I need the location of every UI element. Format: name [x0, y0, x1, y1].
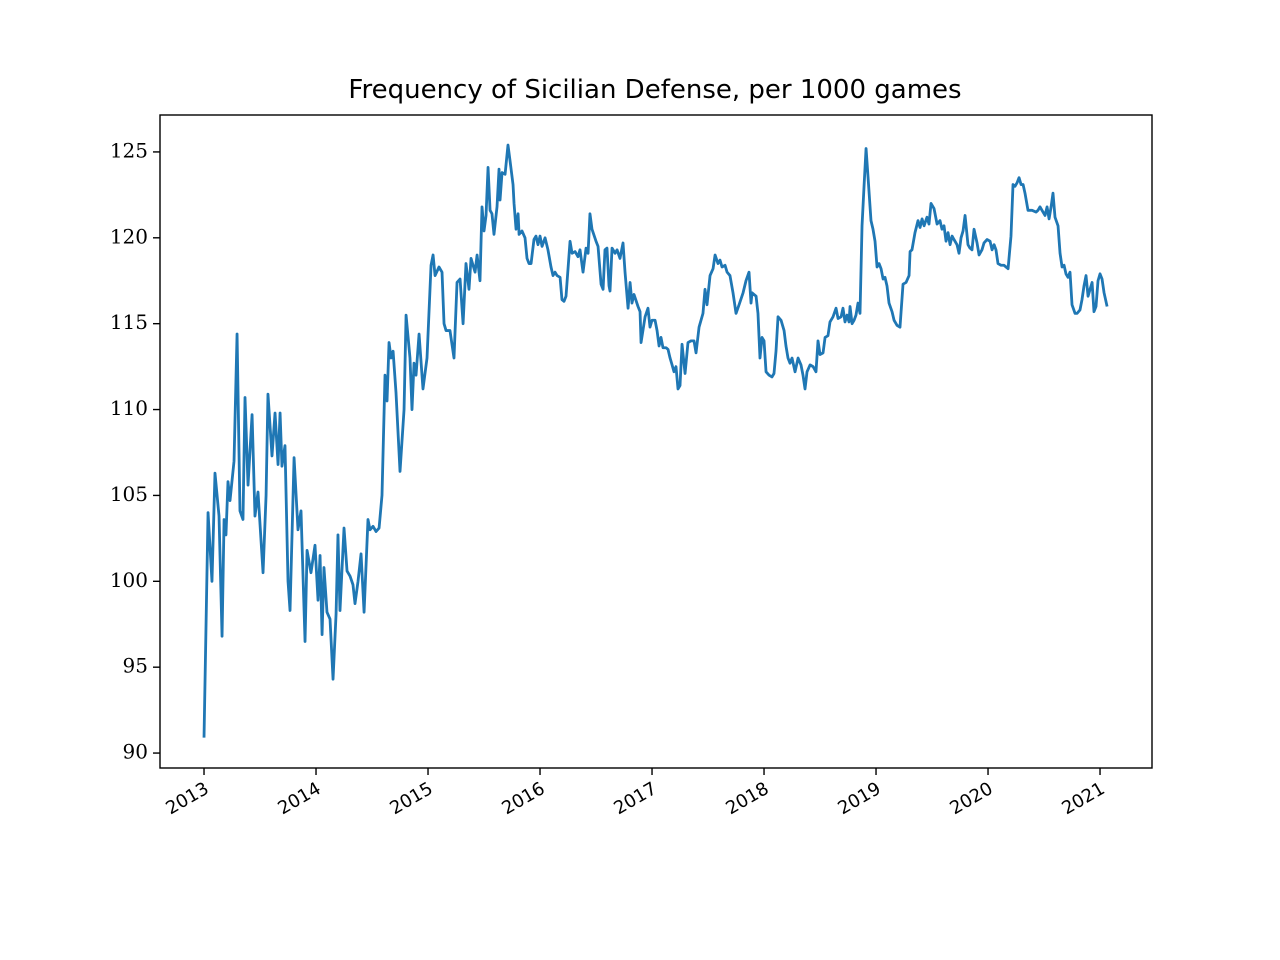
data-line [202, 143, 1109, 738]
y-tick-label: 125 [110, 138, 148, 162]
chart-title: Frequency of Sicilian Defense, per 1000 … [348, 75, 961, 105]
y-tick-label: 105 [110, 482, 148, 506]
y-tick-label: 100 [110, 568, 148, 592]
y-tick-label: 115 [110, 310, 148, 334]
plot-frame [159, 114, 1153, 769]
y-tick-label: 90 [123, 740, 148, 764]
y-tick-label: 95 [123, 654, 148, 678]
y-tick-label: 120 [110, 224, 148, 248]
y-tick-label: 110 [110, 396, 148, 420]
